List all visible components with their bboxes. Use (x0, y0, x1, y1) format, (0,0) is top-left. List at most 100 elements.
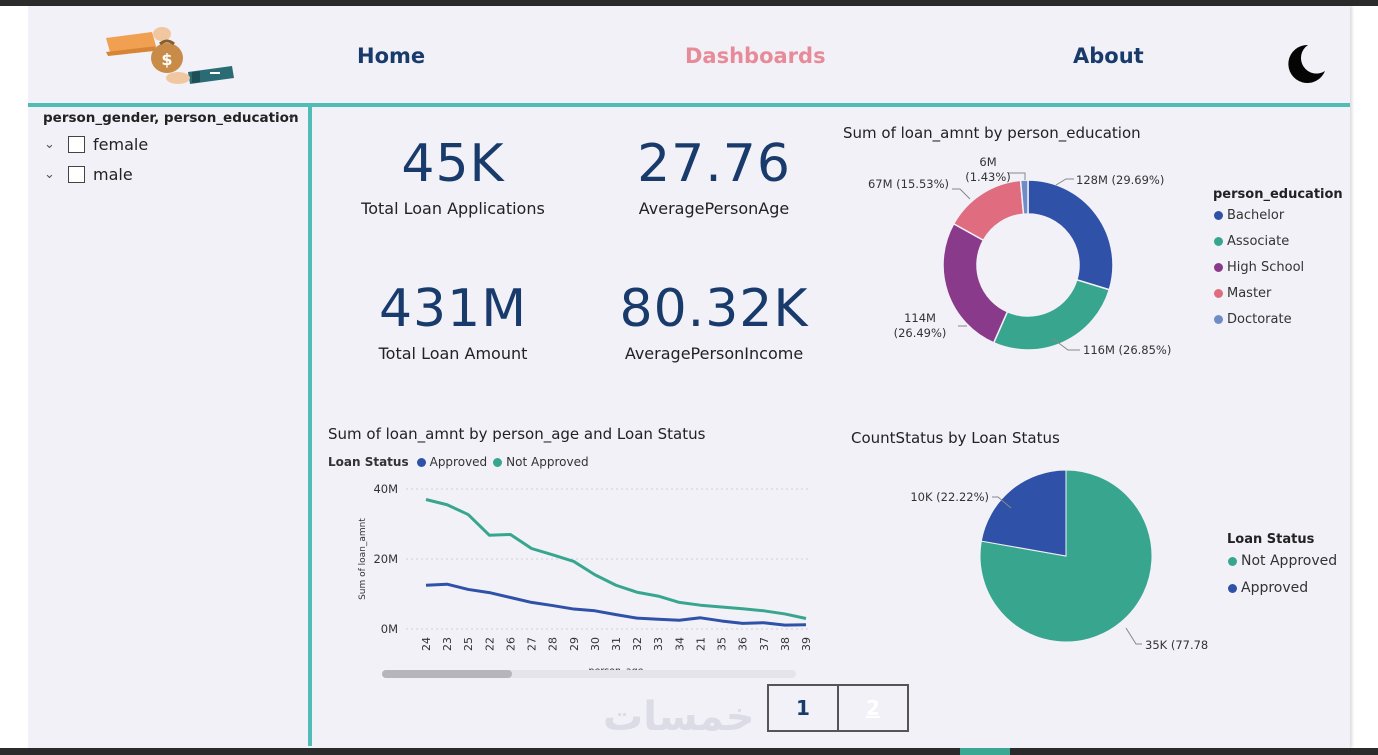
chevron-down-icon[interactable]: ⌄ (44, 166, 55, 182)
x-tick-label: 39 (800, 637, 810, 651)
line-legend: Loan Status Approved Not Approved (328, 455, 589, 469)
kpi-total-loan-applications-label: Total Loan Applications (361, 199, 545, 218)
x-tick-label: 22 (483, 637, 496, 651)
bottom-accent-bar (960, 748, 1010, 755)
legend-dot (1228, 583, 1237, 593)
donut-legend-item-master[interactable]: Master (1214, 286, 1271, 301)
pie-legend-item-not-approved[interactable]: Not Approved (1228, 553, 1337, 569)
line-series-approved[interactable] (425, 582, 807, 627)
legend-label: Associate (1227, 234, 1290, 249)
x-tick-label: 33 (652, 637, 665, 651)
line-legend-title: Loan Status (328, 455, 409, 469)
donut-slice-doctorate[interactable] (1019, 179, 1029, 216)
legend-dot (1228, 556, 1237, 566)
pie-leader-line (992, 496, 1012, 509)
pie-chart: 35K (77.78%) 10K (22.22%) (910, 469, 1208, 652)
x-tick-label: 31 (610, 637, 623, 651)
window-bottom-border (0, 748, 1378, 755)
donut-data-label-doctorate: (1.43%) (965, 170, 1011, 184)
donut-leader-line (1008, 172, 1026, 180)
moon-icon[interactable] (1282, 41, 1328, 87)
kpi-total-loan-amount-value: 431M (378, 279, 528, 339)
pie-chart-title: CountStatus by Loan Status (851, 429, 1060, 447)
report-canvas: $ Home Dashboards About person_gender, p… (28, 6, 1350, 748)
kpi-average-person-age-value: 27.76 (637, 134, 791, 194)
x-tick-label: 35 (716, 637, 729, 651)
donut-data-label-high-school: (26.49%) (894, 326, 947, 340)
legend-label: High School (1227, 260, 1305, 275)
x-tick-label: 24 (420, 637, 433, 651)
slicer-item-female[interactable]: ⌄ female (44, 133, 148, 155)
checkbox[interactable] (68, 165, 85, 183)
pie-legend-title: Loan Status (1227, 532, 1315, 547)
header-divider (28, 103, 1350, 107)
legend-label: Doctorate (1227, 312, 1292, 327)
page-2-button[interactable]: 2 (837, 684, 909, 732)
x-tick-label: 25 (462, 637, 475, 651)
legend-dot (1214, 289, 1223, 298)
donut-chart-title: Sum of loan_amnt by person_education (843, 124, 1141, 142)
nav-about[interactable]: About (1073, 44, 1144, 68)
scrollbar-thumb[interactable] (382, 670, 512, 678)
chevron-down-icon[interactable]: ⌄ (44, 136, 55, 152)
header: $ Home Dashboards About (28, 6, 1350, 104)
horizontal-scrollbar[interactable] (382, 670, 796, 678)
checkbox[interactable] (68, 135, 85, 153)
donut-slice-high-school[interactable] (942, 222, 1009, 344)
donut-slice-associate[interactable] (992, 278, 1111, 351)
page-1-button[interactable]: 1 (767, 684, 839, 732)
x-tick-label: 32 (631, 637, 644, 651)
legend-dot (1214, 211, 1223, 220)
line-chart-title: Sum of loan_amnt by person_age and Loan … (328, 425, 706, 443)
donut-leader-line (1055, 178, 1074, 186)
x-tick-label: 26 (504, 637, 517, 651)
donut-leader-line (1051, 337, 1080, 351)
donut-data-label-high-school: 114M (904, 311, 936, 325)
x-tick-label: 29 (568, 637, 581, 651)
legend-dot (1214, 263, 1223, 272)
legend-dot-approved (416, 457, 426, 467)
pie-slice-not-approved[interactable] (979, 469, 1153, 643)
x-tick-label: 23 (441, 637, 454, 651)
slicer-item-label: female (93, 134, 149, 154)
donut-data-label-doctorate: 6M (979, 155, 996, 169)
legend-dot (1214, 237, 1223, 246)
donut-legend-item-doctorate[interactable]: Doctorate (1214, 312, 1292, 327)
nav-dashboards[interactable]: Dashboards (685, 44, 826, 68)
pie-data-label-approved: 10K (22.22%) (910, 490, 989, 504)
y-tick-label: 20M (373, 552, 398, 566)
x-tick-label: 34 (673, 637, 686, 651)
nav-home[interactable]: Home (357, 44, 426, 68)
kpi-average-person-income-label: AveragePersonIncome (624, 344, 804, 363)
legend-label: Not Approved (1241, 553, 1338, 569)
slicer-collapse-icon[interactable]: ⌄ (286, 108, 297, 123)
y-tick-label: 40M (373, 482, 398, 496)
y-tick-label: 0M (381, 622, 398, 636)
pie-legend-item-approved[interactable]: Approved (1228, 580, 1308, 596)
donut-data-label-master: 67M (15.53%) (868, 177, 949, 191)
pie-slice-approved[interactable] (980, 469, 1067, 557)
legend-label: Master (1227, 286, 1272, 301)
x-tick-label: 28 (547, 637, 560, 651)
kpi-total-loan-amount-label: Total Loan Amount (378, 344, 528, 363)
window-top-border (0, 0, 1378, 6)
donut-slice-bachelor[interactable] (1027, 179, 1114, 291)
legend-label-approved: Approved (429, 455, 488, 469)
legend-dot (1214, 315, 1223, 324)
x-tick-label: 37 (758, 637, 771, 651)
donut-legend-item-bachelor[interactable]: Bachelor (1214, 208, 1284, 223)
donut-leader-line (952, 188, 971, 200)
slicer-item-male[interactable]: ⌄ male (44, 163, 133, 185)
donut-legend-item-associate[interactable]: Associate (1214, 234, 1289, 249)
panel-divider (308, 106, 312, 746)
line-chart: 0M 20M 40M Sum of loan_amnt 24 23 25 22 26 27 28 29… (358, 482, 810, 677)
legend-label: Approved (1241, 580, 1309, 596)
line-series-not-approved[interactable] (425, 498, 807, 620)
donut-legend-title: person_education (1213, 187, 1343, 202)
kpi-average-person-age-label: AveragePersonAge (638, 199, 790, 218)
legend-dot-not-approved (493, 457, 503, 467)
x-tick-label: 21 (694, 637, 707, 651)
donut-legend-item-high-school[interactable]: High School (1214, 260, 1304, 275)
loan-logo-icon: $ (106, 27, 234, 84)
watermark: خمسات (603, 694, 755, 740)
